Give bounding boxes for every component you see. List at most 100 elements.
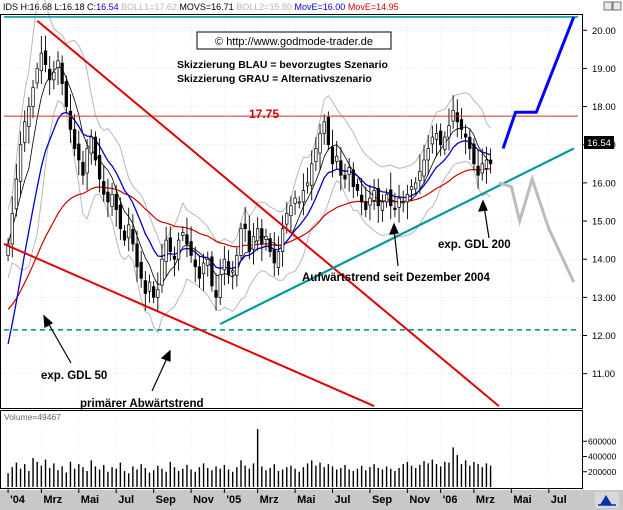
candle: [222, 245, 227, 286]
month-tick-label: Jul: [118, 494, 134, 506]
copyright-text: © http://www.godmode-trader.de: [215, 36, 373, 48]
candle: [60, 55, 64, 96]
candle: [276, 236, 281, 276]
candle: [384, 188, 389, 208]
month-tick-label: '04: [10, 494, 26, 506]
candle: [351, 162, 355, 199]
candle: [39, 35, 43, 85]
candle: [181, 226, 185, 242]
header-segment: MovE=14.95: [345, 2, 398, 12]
candle: [380, 194, 385, 222]
candle: [93, 131, 98, 166]
candle: [468, 129, 472, 160]
candle: [214, 273, 218, 311]
candle: [264, 228, 268, 251]
price-tick-label: 14.00: [592, 255, 616, 266]
candle: [14, 163, 19, 217]
candle: [197, 255, 202, 288]
candle: [164, 226, 168, 277]
candle: [168, 226, 172, 262]
candle: [23, 110, 27, 152]
candle: [52, 60, 56, 90]
candle: [118, 197, 123, 241]
candle: [189, 226, 193, 264]
price-axis-panel: [583, 0, 623, 510]
candle: [414, 177, 418, 195]
candle: [77, 130, 81, 176]
candle: [476, 148, 480, 189]
window-button[interactable]: [603, 1, 613, 11]
candle: [434, 123, 439, 157]
legend-grey: Skizzierung GRAU = Alternativszenario: [177, 73, 372, 85]
bollinger-lower-line: [7, 100, 491, 334]
candle: [193, 246, 197, 283]
candle: [443, 131, 447, 156]
candle: [48, 55, 52, 96]
header-segment: BOLL2=15.80: [234, 2, 292, 12]
month-tick-label: Sep: [372, 494, 392, 506]
candle: [152, 280, 156, 304]
candle: [127, 207, 131, 252]
candle: [335, 140, 339, 170]
candle: [135, 230, 139, 283]
candle: [31, 79, 35, 119]
month-tick-label: Mai: [513, 494, 531, 506]
volume-panel-border: [0, 410, 583, 489]
current-price-text: 16.54: [587, 138, 611, 149]
volume-tick-label: 600000: [588, 436, 617, 446]
candle: [143, 271, 147, 311]
volume-label: Volume=49467: [4, 412, 61, 422]
downtrend-line-upper: [36, 19, 500, 407]
header-segment: 16.54: [96, 2, 119, 12]
copyright-box: © http://www.godmode-trader.de: [196, 31, 392, 50]
month-tick-label: Mrz: [43, 494, 62, 506]
candle: [314, 137, 318, 172]
price-tick-label: 19.00: [592, 64, 616, 75]
candle: [156, 272, 160, 311]
month-tick-label: Mrz: [476, 494, 495, 506]
candle: [364, 186, 368, 218]
header-segment: MovE=16.00: [292, 2, 345, 12]
candle: [455, 99, 459, 138]
price-tick-label: 20.00: [592, 26, 616, 37]
grid-lines: [1, 15, 583, 488]
window-button[interactable]: [612, 1, 622, 11]
candle: [376, 178, 380, 223]
price-tick-label: 12.00: [592, 331, 616, 342]
candle: [339, 147, 343, 191]
month-tick-label: Nov: [409, 494, 431, 506]
price-tick-label: 16.00: [592, 178, 616, 189]
candle: [131, 214, 135, 252]
header-segment: IDS H:16.68 L:16.18 C:: [3, 2, 96, 12]
month-tick-label: '06: [443, 494, 458, 506]
trend-lines: [3, 16, 578, 408]
volume-tick-label: 400000: [588, 452, 617, 462]
toolbar-icon[interactable]: [595, 492, 619, 508]
candle: [289, 196, 293, 233]
candle: [160, 243, 164, 293]
month-tick-label: Mrz: [260, 494, 279, 506]
candle: [89, 129, 93, 165]
month-axis-bar: [0, 490, 583, 510]
candle: [488, 148, 493, 174]
candle: [201, 253, 206, 291]
downtrend-line-lower: [3, 243, 375, 408]
candle: [172, 246, 177, 277]
month-tick-label: Mai: [81, 494, 99, 506]
candle: [18, 131, 23, 197]
candle: [426, 135, 430, 176]
candle: [102, 166, 106, 202]
candle: [247, 215, 251, 260]
uptrend-line: [219, 147, 575, 326]
downtrend-label: primärer Abwärtstrend: [80, 398, 204, 410]
candle: [459, 108, 464, 140]
candle: [243, 206, 247, 243]
candle: [43, 35, 48, 73]
window-controls[interactable]: [603, 1, 622, 11]
candle: [226, 250, 231, 284]
candle: [210, 251, 214, 292]
current-price-badge: 16.54: [584, 136, 614, 149]
candle: [359, 177, 364, 216]
candle: [372, 179, 376, 210]
